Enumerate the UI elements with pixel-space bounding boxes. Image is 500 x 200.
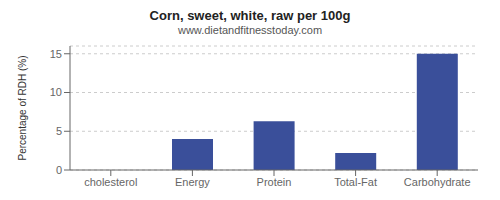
svg-text:cholesterol: cholesterol: [84, 176, 137, 188]
svg-text:0: 0: [56, 164, 62, 176]
svg-text:10: 10: [50, 86, 62, 98]
svg-text:5: 5: [56, 125, 62, 137]
svg-text:Energy: Energy: [175, 176, 210, 188]
svg-text:Carbohydrate: Carbohydrate: [404, 176, 471, 188]
svg-text:Protein: Protein: [257, 176, 292, 188]
html-text:www.dietandfitnesstoday.com: www.dietandfitnesstoday.com: [178, 24, 322, 36]
svg-text:Percentage of RDH (%): Percentage of RDH (%): [17, 55, 28, 160]
svg-text:15: 15: [50, 48, 62, 60]
html-text:Corn, sweet, white, raw per 10: Corn, sweet, white, raw per 100g: [149, 8, 351, 23]
svg-text:Total-Fat: Total-Fat: [334, 176, 377, 188]
